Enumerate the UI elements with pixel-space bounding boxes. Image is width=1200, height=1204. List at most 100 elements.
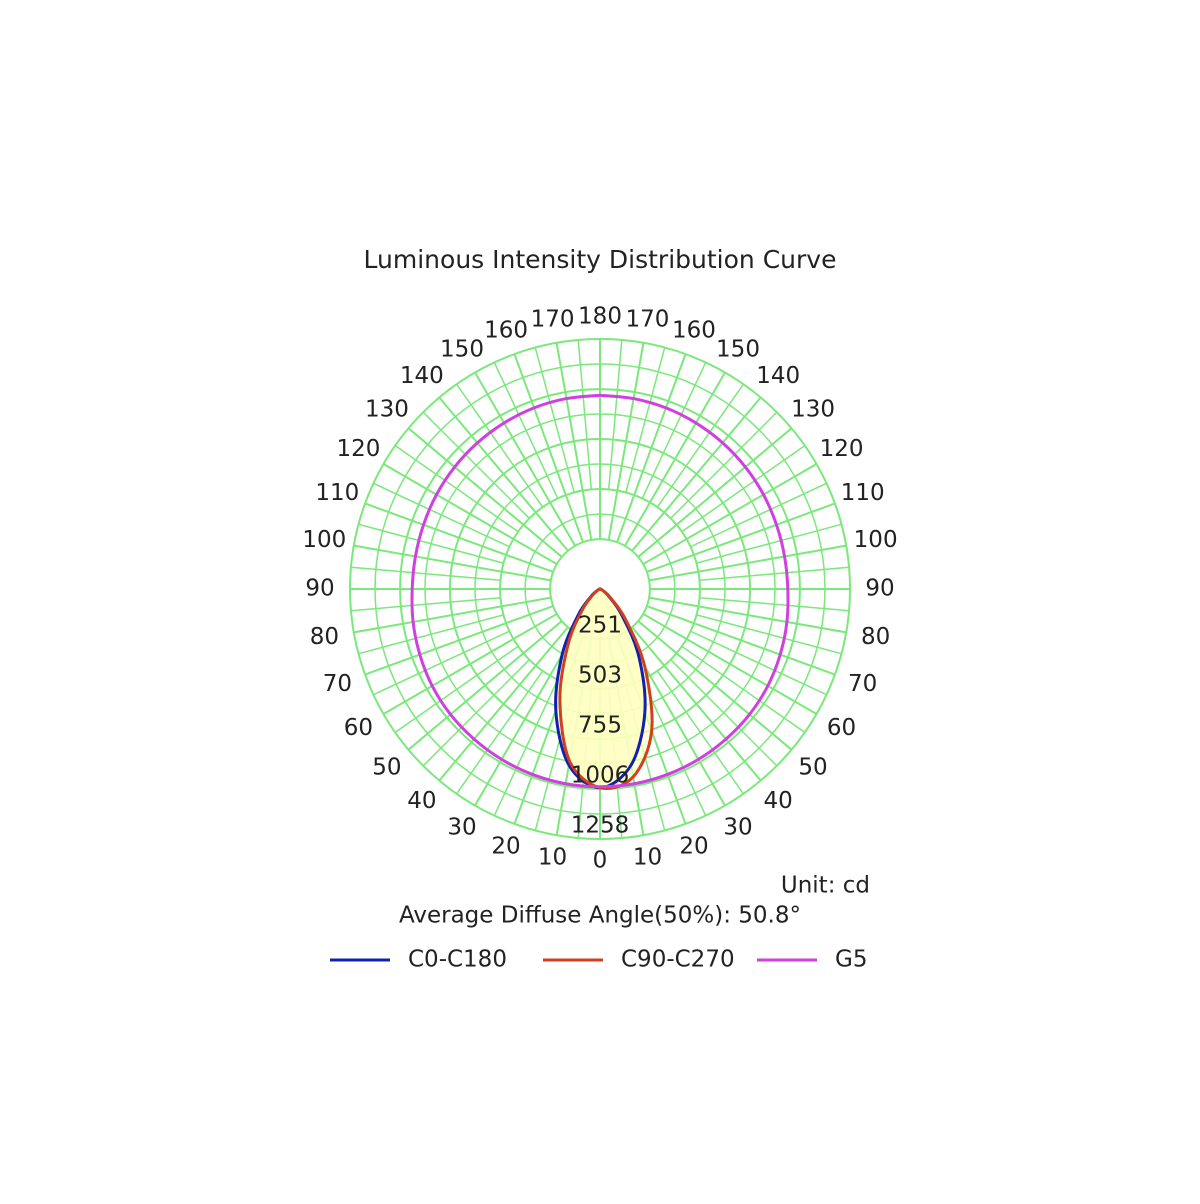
grid-spoke xyxy=(353,544,552,582)
angle-label: 100 xyxy=(302,527,346,553)
angle-label: 20 xyxy=(491,834,520,860)
grid-spoke xyxy=(438,396,569,552)
angle-label: 110 xyxy=(315,480,359,506)
diffuse-angle-note: Average Diffuse Angle(50%): 50.8° xyxy=(399,903,801,929)
angle-label: 90 xyxy=(305,576,334,602)
angle-label: 170 xyxy=(531,306,575,332)
grid-spoke xyxy=(646,502,836,573)
angle-label: 50 xyxy=(372,754,401,780)
angle-label: 20 xyxy=(679,834,708,860)
minor-spoke xyxy=(681,645,806,734)
minor-spoke xyxy=(455,670,544,795)
angle-label: 140 xyxy=(756,363,800,389)
grid-spoke xyxy=(364,605,554,676)
angle-label: 10 xyxy=(538,845,567,871)
angle-label: 40 xyxy=(764,788,793,814)
unit-label: Unit: cd xyxy=(781,873,870,899)
grid-spoke xyxy=(607,342,645,541)
minor-spoke xyxy=(670,659,778,767)
grid-spoke xyxy=(438,626,569,782)
minor-spoke xyxy=(670,411,778,519)
angle-label: 60 xyxy=(827,715,856,741)
angle-label: 110 xyxy=(841,480,885,506)
grid-spoke xyxy=(382,613,558,715)
grid-spoke xyxy=(642,463,818,565)
grid-spoke xyxy=(648,544,847,582)
minor-spoke xyxy=(656,383,745,508)
minor-spoke xyxy=(350,596,501,612)
minor-spoke xyxy=(534,347,575,493)
minor-spoke xyxy=(394,444,519,533)
angle-label: 90 xyxy=(865,576,894,602)
curve-fill xyxy=(559,588,653,789)
minor-spoke xyxy=(641,362,707,499)
angle-label: 70 xyxy=(323,671,352,697)
grid-spoke xyxy=(407,427,563,558)
angle-label: 150 xyxy=(716,336,760,362)
angle-label: 130 xyxy=(365,397,409,423)
angle-label: 180 xyxy=(578,304,622,330)
minor-spoke xyxy=(681,444,806,533)
angle-label: 170 xyxy=(626,306,670,332)
angle-label: 30 xyxy=(447,815,476,841)
angle-label: 60 xyxy=(344,715,373,741)
minor-spoke xyxy=(373,482,510,548)
minor-spoke xyxy=(607,339,623,490)
radial-label: 1006 xyxy=(571,762,630,788)
radial-label: 503 xyxy=(578,662,622,688)
angle-label: 120 xyxy=(336,436,380,462)
grid-spoke xyxy=(646,605,836,676)
minor-spoke xyxy=(422,659,530,767)
grid-spoke xyxy=(637,620,793,751)
minor-spoke xyxy=(358,523,504,564)
angle-label: 140 xyxy=(400,363,444,389)
grid-spoke xyxy=(631,626,762,782)
angle-label: 30 xyxy=(723,815,752,841)
angle-label: 10 xyxy=(633,845,662,871)
minor-spoke xyxy=(577,339,593,490)
grid-spoke xyxy=(382,463,558,565)
angle-label: 130 xyxy=(791,397,835,423)
minor-spoke xyxy=(656,670,745,795)
minor-spoke xyxy=(696,523,842,564)
minor-spoke xyxy=(699,566,850,582)
angle-label: 160 xyxy=(672,317,716,343)
radial-label: 1258 xyxy=(571,813,630,839)
radial-label: 755 xyxy=(578,713,622,739)
grid-spoke xyxy=(407,620,563,751)
minor-spoke xyxy=(696,614,842,655)
minor-spoke xyxy=(394,645,519,734)
grid-spoke xyxy=(631,396,762,552)
grid-spoke xyxy=(474,371,576,547)
minor-spoke xyxy=(699,596,850,612)
angle-label: 80 xyxy=(861,624,890,650)
chart-title: Luminous Intensity Distribution Curve xyxy=(364,245,837,274)
grid-spoke xyxy=(648,596,847,634)
legend-label: G5 xyxy=(835,947,867,973)
minor-spoke xyxy=(625,347,666,493)
legend-label: C0-C180 xyxy=(408,947,507,973)
minor-spoke xyxy=(690,482,827,548)
grid-spoke xyxy=(555,342,593,541)
grid-spoke xyxy=(513,353,584,543)
angle-label: 150 xyxy=(440,336,484,362)
angle-label: 80 xyxy=(310,624,339,650)
legend-label: C90-C270 xyxy=(621,947,735,973)
grid-spoke xyxy=(616,353,687,543)
minor-spoke xyxy=(690,630,827,696)
minor-spoke xyxy=(493,679,559,816)
angle-label: 50 xyxy=(798,754,827,780)
grid-spoke xyxy=(364,502,554,573)
radial-label: 251 xyxy=(578,612,622,638)
minor-spoke xyxy=(455,383,544,508)
grid-spoke xyxy=(474,631,576,807)
angle-label: 160 xyxy=(484,317,528,343)
angle-label: 0 xyxy=(593,848,608,874)
angle-label: 120 xyxy=(820,436,864,462)
minor-spoke xyxy=(373,630,510,696)
grid-spoke xyxy=(637,427,793,558)
intensity-curve xyxy=(410,393,790,789)
minor-spoke xyxy=(350,566,501,582)
angle-label: 40 xyxy=(407,788,436,814)
